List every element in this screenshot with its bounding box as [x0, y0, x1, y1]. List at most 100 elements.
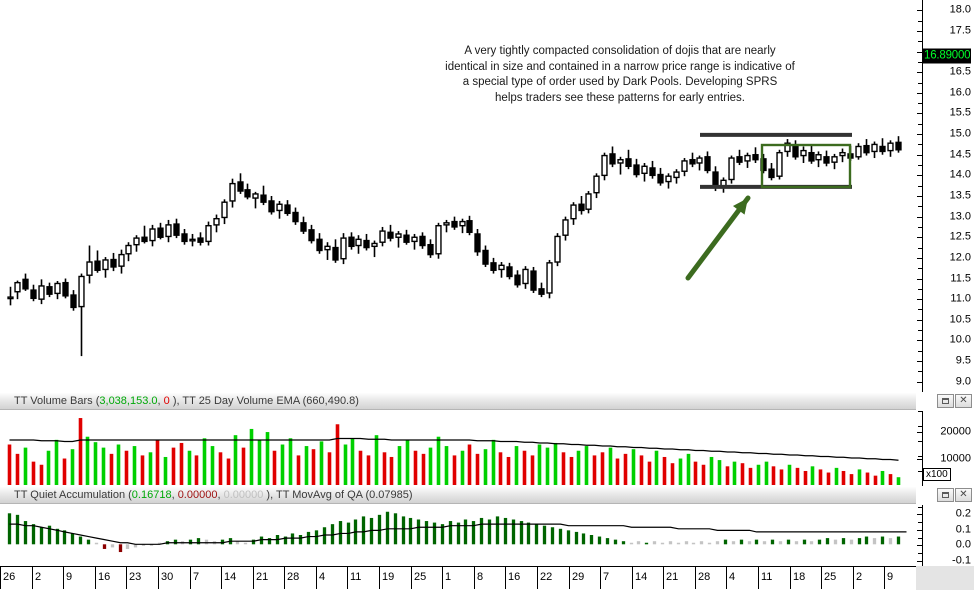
price-tick: [917, 299, 923, 301]
date-axis-label[interactable]: 8: [474, 567, 506, 589]
date-axis[interactable]: 26 2 9 16 23 30 7 14 21 28 4 11 19 25 1 8 16 22 29 7 14 21 28 4…: [0, 566, 974, 590]
qa-axis[interactable]: ✕ 0.2 0.1 0.0 -0.1: [916, 486, 974, 566]
qa-tick: [917, 560, 923, 562]
volume-tick-minor: [918, 471, 923, 472]
price-tick-label: 9.0: [955, 375, 971, 388]
date-axis-label[interactable]: 9: [63, 567, 95, 589]
qa-tick-label: 0.2: [955, 507, 971, 520]
date-axis-label[interactable]: 21: [253, 567, 285, 589]
qa-tick-minor: [918, 545, 923, 547]
price-tick: [917, 134, 923, 136]
price-tick: [917, 92, 923, 94]
price-tick-label: 13.0: [949, 210, 971, 223]
price-tick: [918, 309, 923, 311]
qa-minimize-button[interactable]: [937, 488, 954, 502]
candlestick-canvas[interactable]: [0, 0, 916, 392]
price-tick: [918, 247, 923, 249]
price-tick: [918, 82, 923, 84]
qa-moving-average-line: [9, 523, 907, 545]
qa-chart-body[interactable]: [0, 504, 916, 566]
qa-bar-series: [7, 511, 901, 553]
date-axis-label[interactable]: 21: [663, 567, 695, 589]
date-axis-label[interactable]: 23: [126, 567, 158, 589]
volume-tick-minor: [918, 426, 923, 427]
price-tick-label: 17.5: [949, 24, 971, 37]
date-axis-label[interactable]: 25: [821, 567, 853, 589]
date-axis-label[interactable]: 26: [0, 567, 32, 589]
date-axis-label[interactable]: 9: [884, 567, 916, 589]
price-tick: [918, 371, 923, 373]
price-tick-label: 13.5: [949, 189, 971, 202]
date-axis-label[interactable]: 19: [379, 567, 411, 589]
price-tick: [917, 361, 923, 363]
price-tick: [918, 41, 923, 43]
qa-axis-rule: [922, 505, 923, 566]
price-tick: [917, 175, 923, 177]
volume-bar-series: [7, 418, 901, 485]
volume-indicator-pane: TT Volume Bars (3,038,153.0, 0 ), TT 25 …: [0, 392, 916, 486]
price-tick: [917, 381, 923, 383]
date-axis-label[interactable]: 28: [695, 567, 727, 589]
price-chart-pane[interactable]: A very tightly compacted consolidation o…: [0, 0, 916, 392]
date-axis-label[interactable]: 2: [32, 567, 64, 589]
candle-series: [7, 136, 902, 357]
volume-chart-body[interactable]: [0, 410, 916, 485]
qa-tick-minor: [918, 522, 923, 524]
date-axis-label[interactable]: 11: [758, 567, 790, 589]
price-tick: [917, 154, 923, 156]
price-tick-label: 18.0: [949, 3, 971, 16]
date-axis-label[interactable]: 28: [284, 567, 316, 589]
price-axis[interactable]: 18.0 17.5 16.5 16.0 15.5 15.0 14.5 14.0 13.5 13.0…: [916, 0, 974, 392]
price-tick: [918, 123, 923, 125]
date-axis-label[interactable]: 29: [569, 567, 601, 589]
qa-tick-label: 0.1: [955, 523, 971, 536]
volume-minimize-button[interactable]: [937, 394, 954, 408]
date-axis-label[interactable]: 11: [347, 567, 379, 589]
volume-ema-line: [9, 437, 899, 461]
qa-tick-minor: [918, 514, 923, 516]
date-axis-label[interactable]: 14: [221, 567, 253, 589]
volume-bars-canvas[interactable]: [0, 410, 916, 485]
date-axis-label[interactable]: 7: [600, 567, 632, 589]
volume-tick-minor: [918, 441, 923, 442]
quiet-accumulation-pane: TT Quiet Accumulation (0.16718, 0.00000,…: [0, 486, 916, 566]
volume-multiplier-label: x100: [923, 468, 951, 481]
qa-bars-canvas[interactable]: [0, 504, 916, 566]
qa-tick-minor: [918, 537, 923, 539]
price-tick: [918, 165, 923, 167]
price-tick-label: 10.5: [949, 313, 971, 326]
date-axis-label[interactable]: 30: [158, 567, 190, 589]
date-axis-label[interactable]: 2: [853, 567, 885, 589]
date-axis-label[interactable]: 14: [632, 567, 664, 589]
price-tick-label: 11.0: [950, 292, 971, 305]
date-axis-label[interactable]: 16: [95, 567, 127, 589]
date-axis-label[interactable]: 25: [411, 567, 443, 589]
date-axis-label[interactable]: 7: [190, 567, 222, 589]
qa-pane-window-buttons[interactable]: ✕: [937, 488, 972, 502]
price-tick: [918, 288, 923, 290]
date-axis-label[interactable]: 4: [726, 567, 758, 589]
qa-tick-minor: [918, 506, 923, 508]
date-axis-label[interactable]: 16: [505, 567, 537, 589]
date-axis-label[interactable]: 4: [316, 567, 348, 589]
qa-close-button[interactable]: ✕: [955, 488, 972, 502]
volume-tick-label: 20000: [940, 425, 971, 438]
date-axis-label[interactable]: 18: [790, 567, 822, 589]
volume-pane-window-buttons[interactable]: ✕: [937, 394, 972, 408]
date-axis-label[interactable]: 22: [537, 567, 569, 589]
qa-tick-label: -0.1: [952, 554, 971, 567]
price-tick-label: 16.5: [949, 65, 971, 78]
price-tick: [918, 330, 923, 332]
consolidation-box[interactable]: [760, 143, 852, 189]
trend-arrow[interactable]: [685, 195, 751, 281]
volume-close-button[interactable]: ✕: [955, 394, 972, 408]
date-axis-label[interactable]: 1: [442, 567, 474, 589]
volume-tick-label: 10000: [940, 452, 971, 465]
price-tick-label: 15.0: [949, 127, 971, 140]
price-tick: [918, 226, 923, 228]
volume-axis[interactable]: ✕ 20000 10000 x100: [916, 392, 974, 487]
price-tick: [917, 340, 923, 342]
price-tick-label: 14.5: [949, 148, 971, 161]
price-tick: [917, 196, 923, 197]
price-tick: [917, 237, 923, 239]
